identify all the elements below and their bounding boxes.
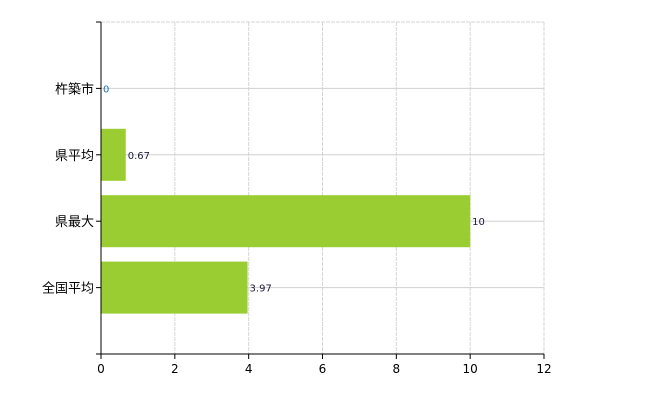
- y-tick-label: 県平均: [55, 149, 94, 164]
- y-tick-label: 杵築市: [55, 81, 94, 97]
- data-label: 0: [103, 84, 109, 95]
- bar: [101, 195, 471, 248]
- x-tick-label: 0: [97, 362, 105, 376]
- data-label: 3.97: [250, 284, 272, 295]
- y-tick-label: 全国平均: [42, 281, 94, 297]
- y-tick-label: 県最大: [55, 215, 94, 230]
- data-label: 0.67: [128, 151, 150, 162]
- x-tick-label: 8: [393, 362, 401, 376]
- bar: [101, 261, 248, 314]
- bar: [101, 128, 126, 181]
- x-tick-label: 12: [536, 362, 551, 376]
- x-tick-label: 10: [463, 362, 478, 376]
- x-tick-label: 2: [171, 362, 179, 376]
- x-tick-label: 4: [245, 362, 253, 376]
- x-tick-label: 6: [319, 362, 327, 376]
- data-label: 10: [472, 217, 485, 228]
